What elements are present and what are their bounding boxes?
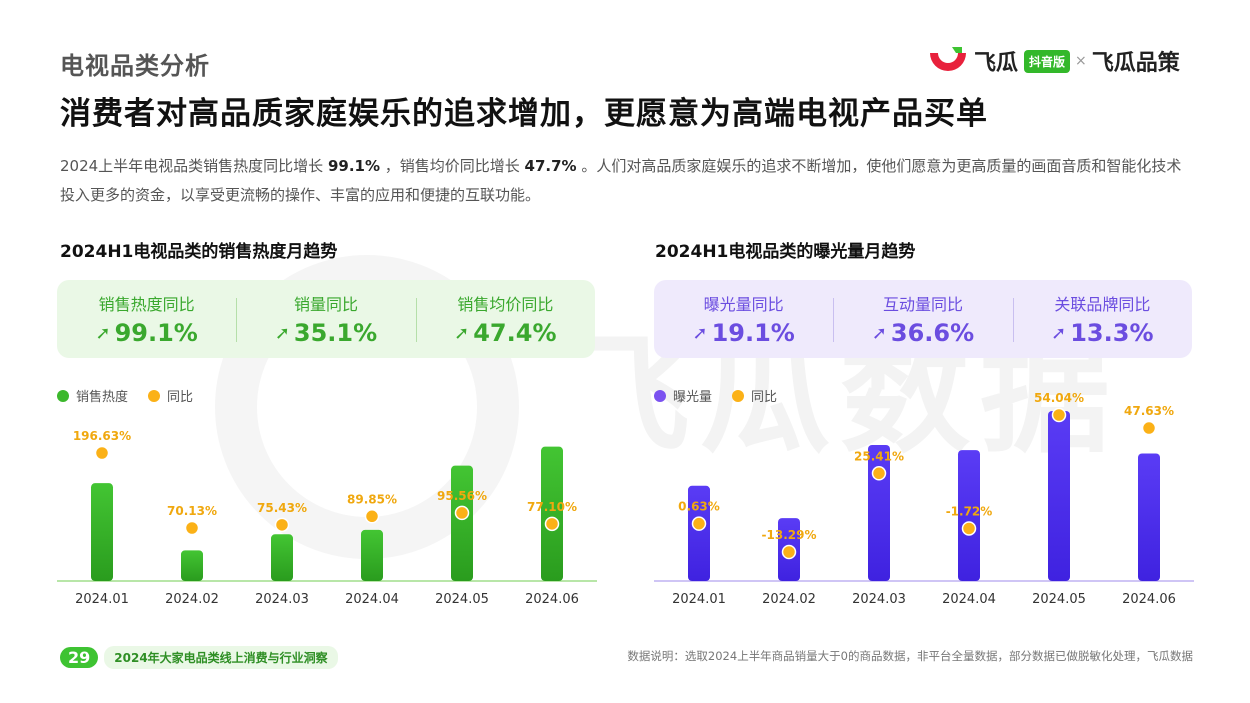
- bar-2024.03: [868, 445, 890, 581]
- up-arrow-icon: ➚: [871, 322, 887, 344]
- x-tick-2024.03: 2024.03: [852, 592, 906, 607]
- bar-2024.06: [541, 446, 563, 581]
- yoy-point-2024.06: [544, 516, 560, 532]
- x-tick-2024.04: 2024.04: [345, 592, 399, 607]
- up-arrow-icon: ➚: [1051, 322, 1067, 344]
- bar-2024.04: [958, 450, 980, 581]
- bar-2024.01: [688, 485, 710, 581]
- yoy-point-2024.03: [274, 517, 290, 533]
- platform-badge: 抖音版: [1024, 49, 1071, 73]
- yoy-label-2024.02: -13.29%: [762, 528, 817, 542]
- desc-highlight-heat: 99.1%: [327, 157, 380, 175]
- x-tick-2024.06: 2024.06: [525, 592, 579, 607]
- yoy-point-2024.06: [1141, 420, 1157, 436]
- bar-2024.05: [451, 465, 473, 581]
- yoy-point-2024.02: [781, 544, 797, 560]
- x-tick-2024.06: 2024.06: [1122, 592, 1176, 607]
- kpi-interaction: 互动量同比 ➚ 36.6%: [833, 280, 1012, 358]
- page-number: 29: [60, 647, 99, 668]
- x-tick-2024.02: 2024.02: [762, 592, 816, 607]
- x-tick-2024.05: 2024.05: [435, 592, 489, 607]
- legend-orange-dot: [148, 389, 161, 402]
- yoy-label-2024.06: 47.63%: [1124, 404, 1174, 418]
- up-arrow-icon: ➚: [274, 322, 290, 344]
- right-kpi-panel: 曝光量同比 ➚ 19.1% 互动量同比 ➚ 36.6% 关联品牌同比 ➚ 13.3%: [654, 280, 1192, 358]
- yoy-point-2024.01: [94, 445, 110, 461]
- yoy-label-2024.01: 196.63%: [73, 429, 131, 443]
- bar-2024.05: [1048, 411, 1070, 581]
- kpi-sales-heat: 销售热度同比 ➚ 99.1%: [95, 295, 198, 347]
- kpi-related-brands: 关联品牌同比 ➚ 13.3%: [1012, 280, 1192, 358]
- up-arrow-icon: ➚: [692, 322, 708, 344]
- yoy-point-2024.05: [1051, 407, 1067, 423]
- yoy-point-2024.03: [871, 466, 887, 481]
- brand-name: 飞瓜: [974, 51, 1019, 76]
- x-tick-2024.01: 2024.01: [672, 592, 726, 607]
- times-sign: ×: [1075, 53, 1087, 69]
- kpi-exposure: 曝光量同比 ➚ 19.1%: [692, 295, 795, 347]
- yoy-label-2024.06: 77.10%: [527, 500, 577, 514]
- x-tick-2024.02: 2024.02: [165, 592, 219, 607]
- x-tick-2024.04: 2024.04: [942, 592, 996, 607]
- description: 2024上半年电视品类销售热度同比增长 99.1% ，销售均价同比增长 47.7…: [60, 157, 1182, 204]
- yoy-label-2024.03: 75.43%: [257, 501, 307, 515]
- yoy-label-2024.05: 95.56%: [437, 489, 487, 503]
- x-tick-2024.03: 2024.03: [255, 592, 309, 607]
- left-kpi-panel: 销售热度同比 ➚ 99.1% 销量同比 ➚ 35.1% 销售均价同比 ➚ 47.4%: [57, 280, 595, 358]
- yoy-point-2024.04: [364, 509, 380, 524]
- bar-2024.03: [271, 534, 293, 581]
- watermelon-logo-icon: [930, 47, 966, 71]
- kpi-sales-volume: 销量同比 ➚ 35.1%: [236, 280, 415, 358]
- bar-2024.02: [181, 550, 203, 581]
- data-note: 数据说明：选取2024上半年商品销量大于0的商品数据，非平台全量数据，部分数据已…: [627, 649, 1193, 663]
- yoy-label-2024.02: 70.13%: [167, 504, 217, 518]
- bar-2024.04: [361, 529, 383, 581]
- up-arrow-icon: ➚: [454, 322, 470, 344]
- left-legend: 销售热度 同比: [57, 386, 213, 405]
- kpi-avg-price: 销售均价同比 ➚ 47.4%: [415, 280, 595, 358]
- yoy-point-2024.05: [454, 505, 470, 521]
- right-legend: 曝光量 同比: [654, 386, 797, 405]
- section-title: 电视品类分析: [60, 52, 210, 80]
- yoy-label-2024.04: -1.72%: [946, 504, 993, 518]
- up-arrow-icon: ➚: [95, 322, 111, 344]
- yoy-label-2024.04: 89.85%: [347, 492, 397, 506]
- desc-highlight-price: 47.7%: [524, 157, 577, 175]
- right-bar-chart: 0.63% 2024.01 -13.29% 2024.02 25.41% 2024.03 -…: [654, 391, 1194, 607]
- x-tick-2024.05: 2024.05: [1032, 592, 1086, 607]
- report-name: 2024年大家电品类线上消费与行业洞察: [104, 646, 338, 669]
- legend-purple-dot: [654, 389, 666, 402]
- footer-left: 29 2024年大家电品类线上消费与行业洞察: [60, 646, 338, 669]
- legend-orange-dot: [732, 389, 745, 402]
- yoy-point-2024.01: [691, 516, 707, 531]
- x-tick-2024.01: 2024.01: [75, 592, 129, 607]
- partner-brand-name: 飞瓜品策: [1091, 51, 1180, 76]
- yoy-point-2024.02: [184, 520, 200, 536]
- yoy-label-2024.03: 25.41%: [854, 449, 904, 463]
- legend-green-dot: [57, 389, 69, 402]
- right-chart-title: 2024H1电视品类的曝光量月趋势: [655, 242, 916, 262]
- yoy-point-2024.04: [961, 521, 977, 536]
- bar-2024.06: [1138, 453, 1160, 581]
- left-bar-chart: 196.63% 2024.01 70.13% 2024.02 75.43% 2024.03…: [57, 429, 597, 607]
- brand-logo: 飞瓜 抖音版 × 飞瓜品策: [928, 44, 1180, 78]
- bar-2024.01: [91, 483, 113, 581]
- left-chart-title: 2024H1电视品类的销售热度月趋势: [60, 242, 338, 262]
- yoy-label-2024.01: 0.63%: [678, 500, 720, 514]
- yoy-label-2024.05: 54.04%: [1034, 391, 1084, 405]
- headline: 消费者对高品质家庭娱乐的追求增加，更愿意为高端电视产品买单: [60, 96, 988, 132]
